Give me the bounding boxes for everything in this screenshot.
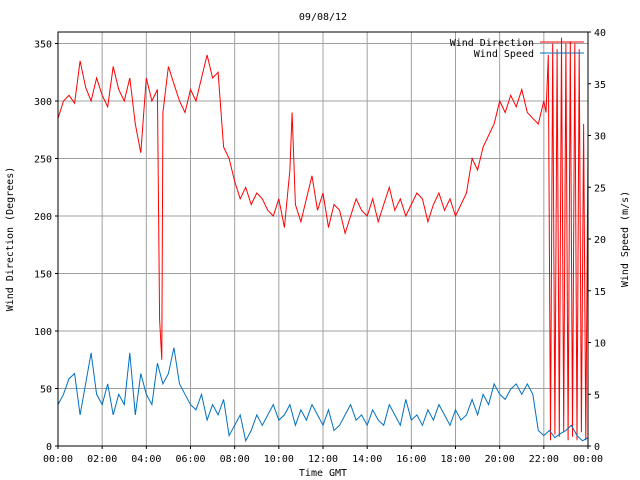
series-layer bbox=[57, 37, 589, 443]
x-tick-label: 18:00 bbox=[440, 454, 470, 465]
x-tick-label: 04:00 bbox=[131, 454, 161, 465]
x-tick-label: 10:00 bbox=[264, 454, 294, 465]
y-right-tick-label: 0 bbox=[594, 442, 600, 453]
x-tick-label: 08:00 bbox=[220, 454, 250, 465]
x-tick-label: 22:00 bbox=[529, 454, 559, 465]
x-tick-label: 12:00 bbox=[308, 454, 338, 465]
y-left-tick-label: 0 bbox=[46, 442, 52, 453]
y-left-tick-label: 250 bbox=[34, 155, 52, 166]
y-right-tick-label: 25 bbox=[594, 183, 606, 194]
x-tick-label: 20:00 bbox=[485, 454, 515, 465]
legend: Wind Direction Wind Speed bbox=[450, 38, 584, 60]
y-right-tick-label: 20 bbox=[594, 235, 606, 246]
y-left-tick-label: 100 bbox=[34, 327, 52, 338]
y-axis-right-label: Wind Speed (m/s) bbox=[620, 191, 631, 287]
y-right-tick-label: 40 bbox=[594, 28, 606, 39]
x-axis-label: Time GMT bbox=[299, 468, 347, 479]
tick-layer: 00:00 02:00 04:00 06:00 08:00 10:00 12:00 14:00… bbox=[34, 28, 606, 465]
y-left-tick-label: 300 bbox=[34, 97, 52, 108]
series-line-wind-direction bbox=[57, 37, 589, 441]
x-tick-label: 14:00 bbox=[352, 454, 382, 465]
grid-layer bbox=[58, 32, 588, 446]
y-left-tick-label: 150 bbox=[34, 270, 52, 281]
y-right-tick-label: 10 bbox=[594, 339, 606, 350]
y-right-tick-label: 30 bbox=[594, 132, 606, 143]
y-axis-left-label: Wind Direction (Degrees) bbox=[5, 167, 16, 312]
chart-title: 09/08/12 bbox=[299, 12, 347, 23]
y-right-tick-label: 35 bbox=[594, 80, 606, 91]
legend-label-wind-speed: Wind Speed bbox=[474, 49, 534, 60]
x-tick-label: 16:00 bbox=[396, 454, 426, 465]
y-left-tick-label: 50 bbox=[40, 385, 52, 396]
legend-label-wind-direction: Wind Direction bbox=[450, 38, 534, 49]
x-tick-label: 02:00 bbox=[87, 454, 117, 465]
x-tick-label: 06:00 bbox=[175, 454, 205, 465]
series-line-wind-speed bbox=[57, 347, 589, 443]
x-tick-label: 00:00 bbox=[43, 454, 73, 465]
y-left-tick-label: 350 bbox=[34, 40, 52, 51]
x-tick-label: 00:00 bbox=[573, 454, 603, 465]
y-right-tick-label: 5 bbox=[594, 390, 600, 401]
y-right-tick-label: 15 bbox=[594, 287, 606, 298]
y-left-tick-label: 200 bbox=[34, 212, 52, 223]
